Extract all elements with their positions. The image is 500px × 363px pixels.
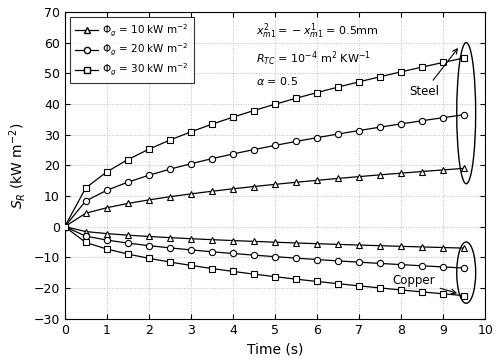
Y-axis label: $S_R$ (kW m$^{-2}$): $S_R$ (kW m$^{-2}$) [7,122,28,209]
Text: $x^2_{m1} = -x^1_{m1}$ = 0.5mm
$R_{TC}$ = $10^{-4}$ m$^2$ KW$^{-1}$
$\alpha$ = 0: $x^2_{m1} = -x^1_{m1}$ = 0.5mm $R_{TC}$ … [256,21,378,87]
Text: Copper: Copper [392,274,456,294]
Legend: $\Phi_g$ = 10 kW m$^{-2}$, $\Phi_g$ = 20 kW m$^{-2}$, $\Phi_g$ = 30 kW m$^{-2}$: $\Phi_g$ = 10 kW m$^{-2}$, $\Phi_g$ = 20… [70,17,194,83]
Text: Steel: Steel [409,49,458,98]
X-axis label: Time (s): Time (s) [246,342,303,356]
